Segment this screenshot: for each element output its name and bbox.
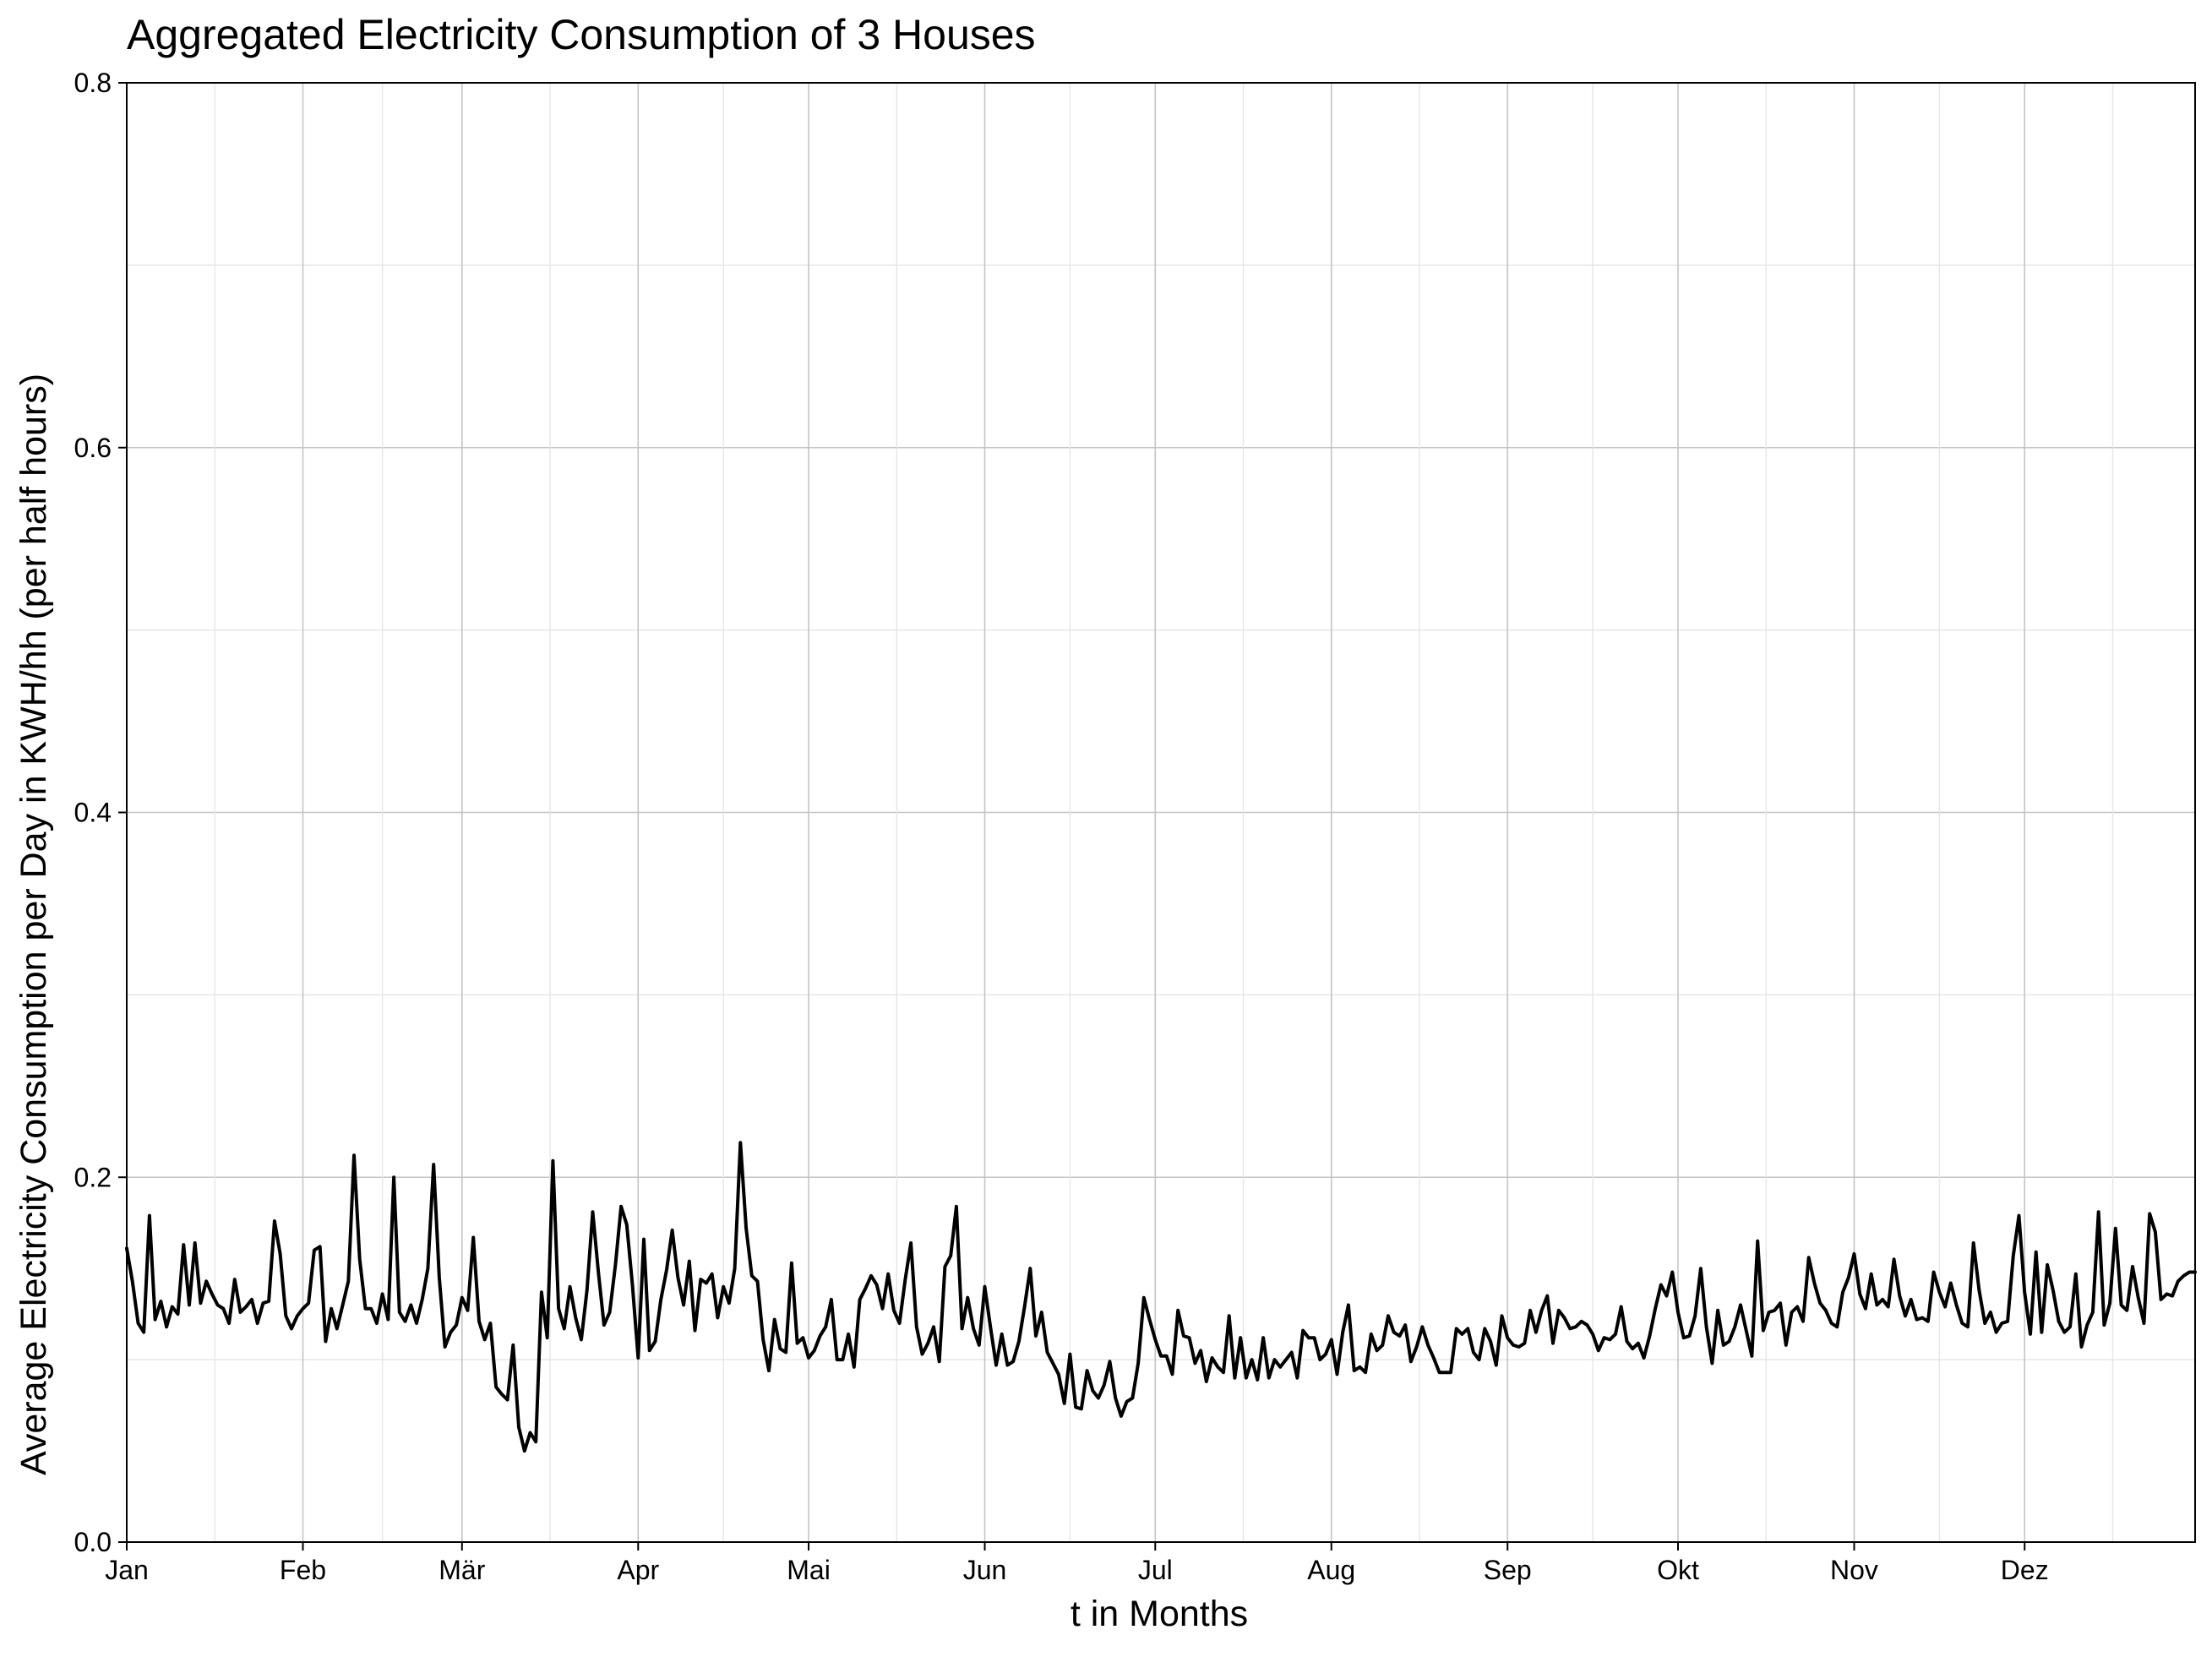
y-tick-label: 0.6	[74, 433, 112, 463]
y-tick-label: 0.0	[74, 1527, 112, 1557]
x-tick-label: Jun	[963, 1555, 1007, 1585]
x-tick-label: Okt	[1657, 1555, 1699, 1585]
x-tick-label: Jul	[1138, 1555, 1173, 1585]
x-tick-label: Mai	[787, 1555, 831, 1585]
y-tick-label: 0.4	[74, 798, 112, 828]
series-layer	[125, 1141, 2197, 1453]
tick-labels: 0.0 0.2 0.4 0.6 0.8 Jan Feb Mär Apr Mai Jun Jul Aug S…	[74, 68, 2049, 1585]
x-tick-label: Apr	[617, 1555, 659, 1585]
x-tick-label: Nov	[1830, 1555, 1878, 1585]
chart-title: Aggregated Electricity Consumption of 3 …	[127, 11, 1036, 58]
x-axis-label: t in Months	[1071, 1594, 1248, 1634]
y-tick-label: 0.2	[74, 1162, 112, 1192]
x-tick-label: Feb	[280, 1555, 326, 1585]
x-tick-label: Sep	[1484, 1555, 1532, 1585]
y-axis-label: Average Electricity Consumption per Day …	[14, 373, 54, 1475]
y-tick-label: 0.8	[74, 68, 112, 98]
x-tick-label: Dez	[2001, 1555, 2049, 1585]
x-tick-label: Jan	[105, 1555, 149, 1585]
x-tick-label: Mär	[439, 1555, 485, 1585]
consumption-series-line	[125, 1141, 2197, 1453]
x-tick-label: Aug	[1307, 1555, 1355, 1585]
tick-marks	[118, 82, 2026, 1551]
